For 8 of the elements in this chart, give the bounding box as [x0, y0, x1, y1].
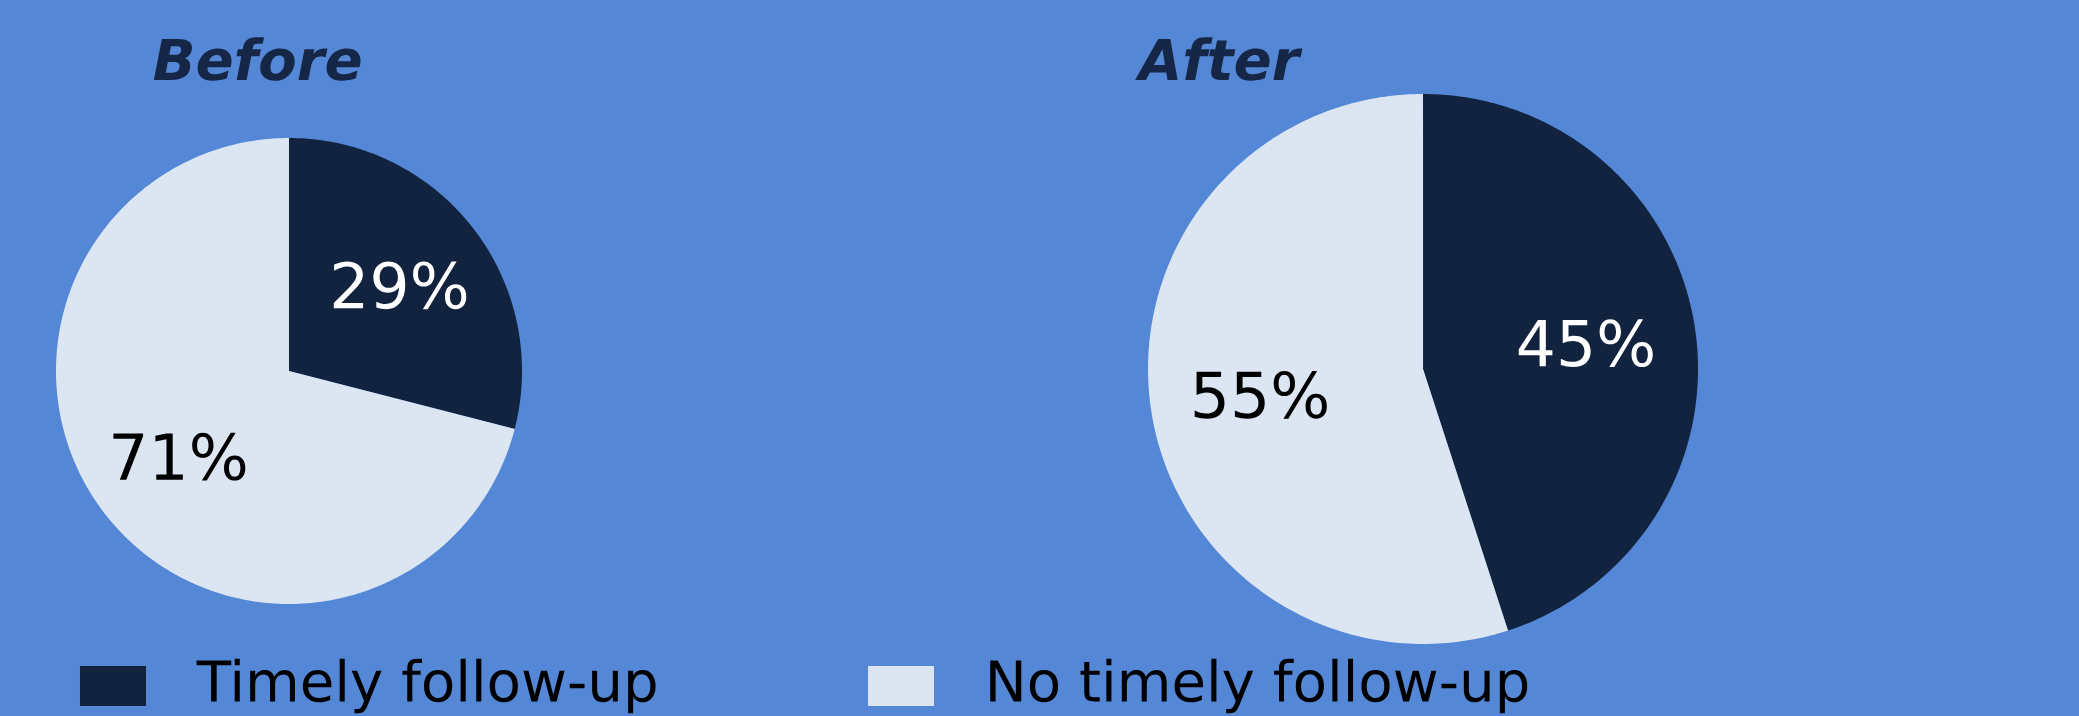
- legend-label: Timely follow-up: [196, 658, 656, 714]
- data-label: 45%: [1518, 319, 1653, 368]
- chart-title: Before: [153, 37, 361, 81]
- data-label: 29%: [333, 261, 467, 310]
- chart-title: After: [1135, 37, 1303, 81]
- data-label: 55%: [1194, 370, 1327, 419]
- data-label: 71%: [113, 432, 246, 481]
- legend-label: No timely follow-up: [990, 658, 1528, 714]
